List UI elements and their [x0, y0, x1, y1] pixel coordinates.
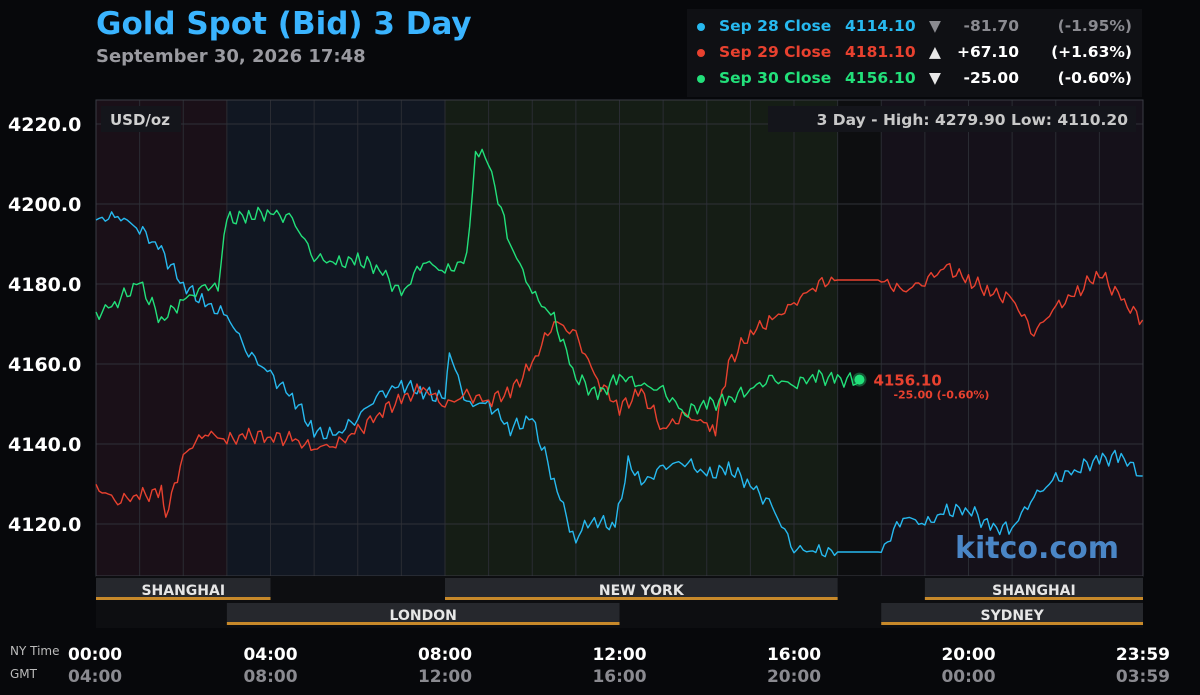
- legend-value: 4181.10: [845, 43, 916, 61]
- x-tick-gmt: 20:00: [767, 667, 821, 687]
- x-tick-ny: 00:00: [68, 645, 122, 665]
- x-tick-gmt: 08:00: [243, 667, 297, 687]
- x-tick-ny: 23:59: [1116, 645, 1170, 665]
- legend-change: +67.10: [956, 43, 1019, 61]
- legend-value: 4114.10: [845, 17, 916, 35]
- x-tick-gmt: 03:59: [1116, 667, 1170, 687]
- legend-arrow: ▼: [929, 17, 941, 35]
- y-tick-label: 4160.0: [8, 354, 81, 376]
- chart-subtitle: September 30, 2026 17:48: [96, 46, 366, 67]
- session-label: SHANGHAI: [992, 583, 1076, 599]
- unit-label: USD/oz: [110, 111, 170, 129]
- x-tick-gmt: 12:00: [418, 667, 472, 687]
- legend-arrow: ▲: [929, 43, 941, 61]
- range-label-bg: [768, 106, 1136, 132]
- y-tick-label: 4200.0: [8, 194, 81, 216]
- legend-dot: [697, 23, 705, 31]
- legend-dot: [697, 75, 705, 83]
- legend-value: 4156.10: [845, 69, 916, 87]
- session-bar-underline: [96, 597, 271, 600]
- legend-pct: (-1.95%): [1057, 17, 1132, 35]
- legend-arrow: ▼: [929, 69, 941, 87]
- chart-title: Gold Spot (Bid) 3 Day: [96, 6, 472, 42]
- last-value-marker: [854, 374, 865, 385]
- session-bar: [881, 603, 1143, 625]
- range-label: 3 Day - High: 4279.90 Low: 4110.20: [817, 111, 1129, 129]
- legend-row: Sep 29 Close 4181.10 ▲ +67.10 (+1.63%): [687, 43, 1142, 65]
- series-line-sep-30: [95, 148, 860, 418]
- legend-row: Sep 30 Close 4156.10 ▼ -25.00 (-0.60%): [687, 69, 1142, 91]
- legend: Sep 28 Close 4114.10 ▼ -81.70 (-1.95%) Sep 29…: [687, 9, 1142, 97]
- legend-pct: (+1.63%): [1051, 43, 1132, 61]
- x-axis-label-gmt: GMT: [10, 667, 38, 681]
- session-shading: [837, 100, 882, 576]
- legend-change: -25.00: [963, 69, 1019, 87]
- x-tick-gmt: 04:00: [68, 667, 122, 687]
- session-label: LONDON: [390, 608, 457, 624]
- session-bar-underline: [445, 597, 838, 600]
- series-line-sep-28: [95, 211, 1143, 558]
- y-tick-label: 4180.0: [8, 274, 81, 296]
- session-bar-underline: [226, 622, 620, 625]
- x-tick-ny: 12:00: [592, 645, 646, 665]
- session-shading: [96, 100, 227, 576]
- x-tick-ny: 20:00: [941, 645, 995, 665]
- legend-label: Sep 30 Close: [719, 69, 832, 87]
- last-value-label: 4156.10: [873, 372, 941, 390]
- session-label: SHANGHAI: [141, 583, 225, 599]
- legend-dot: [697, 49, 705, 57]
- x-tick-ny: 08:00: [418, 645, 472, 665]
- session-bar: [445, 578, 838, 600]
- last-change-label: -25.00 (-0.60%): [893, 389, 989, 402]
- x-tick-gmt: 16:00: [592, 667, 646, 687]
- y-tick-label: 4220.0: [8, 114, 81, 136]
- y-tick-label: 4120.0: [8, 514, 81, 536]
- legend-pct: (-0.60%): [1057, 69, 1132, 87]
- session-shading: [445, 100, 838, 576]
- session-bar-underline: [924, 597, 1143, 600]
- session-label: SYDNEY: [980, 608, 1044, 624]
- x-axis-label-ny: NY Time: [10, 644, 60, 658]
- session-shading: [226, 100, 445, 576]
- x-tick-gmt: 00:00: [941, 667, 995, 687]
- legend-label: Sep 29 Close: [719, 43, 832, 61]
- session-bar: [924, 578, 1143, 600]
- kitco-watermark: kitco.com: [955, 531, 1120, 566]
- session-bar: [96, 578, 271, 600]
- legend-label: Sep 28 Close: [719, 17, 832, 35]
- y-tick-label: 4140.0: [8, 434, 81, 456]
- x-tick-ny: 16:00: [767, 645, 821, 665]
- session-bar: [226, 603, 620, 625]
- unit-label-bg: [101, 106, 181, 132]
- session-label: NEW YORK: [599, 583, 685, 599]
- legend-row: Sep 28 Close 4114.10 ▼ -81.70 (-1.95%): [687, 17, 1142, 39]
- session-bar-underline: [881, 622, 1143, 625]
- x-tick-ny: 04:00: [243, 645, 297, 665]
- legend-change: -81.70: [963, 17, 1019, 35]
- series-line-sep-29: [95, 262, 1144, 518]
